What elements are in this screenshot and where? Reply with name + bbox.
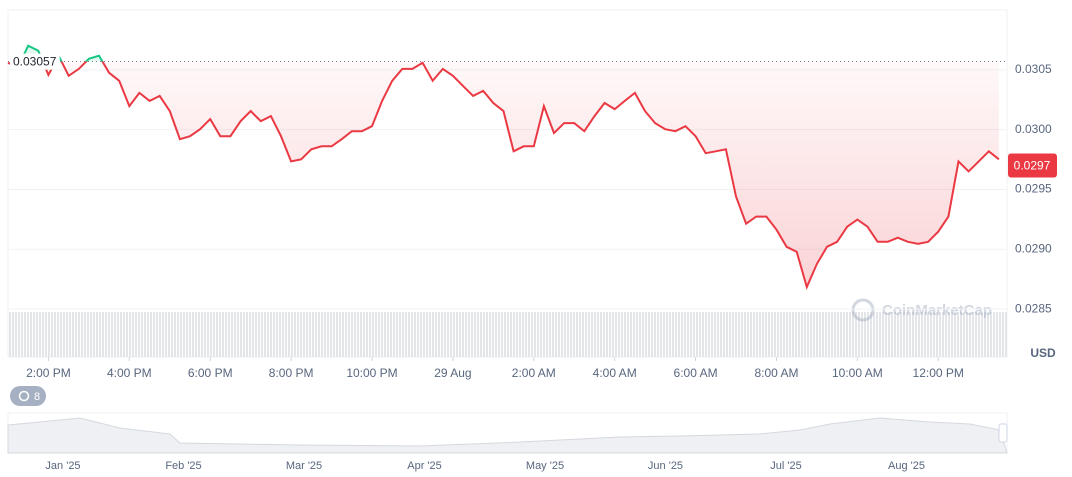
y-tick-label: 0.0285 — [1015, 301, 1052, 315]
area-below — [8, 61, 999, 287]
navigator-label: Feb '25 — [165, 460, 201, 472]
price-line — [7, 61, 1000, 290]
y-tick-label: 0.0300 — [1015, 122, 1052, 136]
volume-band — [8, 312, 1007, 357]
reference-label: 0.03057 — [13, 55, 57, 69]
x-tick-label: 29 Aug — [434, 366, 471, 380]
navigator[interactable] — [7, 412, 1008, 454]
navigator-label: Jul '25 — [770, 460, 801, 472]
reference-label-bg — [10, 53, 60, 70]
x-tick-label: 4:00 AM — [593, 366, 637, 380]
current-price-badge — [1008, 153, 1057, 178]
navigator-label: Jun '25 — [648, 460, 683, 472]
navigator-label: May '25 — [526, 460, 564, 472]
y-tick-label: 0.0290 — [1015, 241, 1052, 255]
indicator-count: 8 — [34, 391, 40, 403]
indicator-badge[interactable]: 8 — [10, 386, 46, 406]
x-tick-label: 8:00 PM — [269, 366, 314, 380]
x-tick-label: 6:00 AM — [674, 366, 718, 380]
current-price-label: 0.0297 — [1014, 159, 1051, 173]
navigator-label: Apr '25 — [407, 460, 442, 472]
x-tick-label: 4:00 PM — [107, 366, 152, 380]
x-tick-label: 10:00 PM — [346, 366, 397, 380]
navigator-label: Mar '25 — [286, 460, 322, 472]
y-tick-label: 0.0295 — [1015, 182, 1052, 196]
navigator-label: Aug '25 — [888, 460, 925, 472]
x-tick-label: 8:00 AM — [754, 366, 798, 380]
x-tick-label: 6:00 PM — [188, 366, 233, 380]
x-tick-label: 10:00 AM — [832, 366, 883, 380]
x-tick-label: 12:00 PM — [913, 366, 964, 380]
y-unit: USD — [1030, 346, 1056, 360]
y-tick-label: 0.0305 — [1015, 62, 1052, 76]
navigator-label: Jan '25 — [45, 460, 80, 472]
watermark: CoinMarketCap — [851, 298, 992, 322]
x-tick-label: 2:00 PM — [26, 366, 71, 380]
x-tick-label: 2:00 AM — [512, 366, 556, 380]
watermark-text: CoinMarketCap — [882, 302, 992, 319]
